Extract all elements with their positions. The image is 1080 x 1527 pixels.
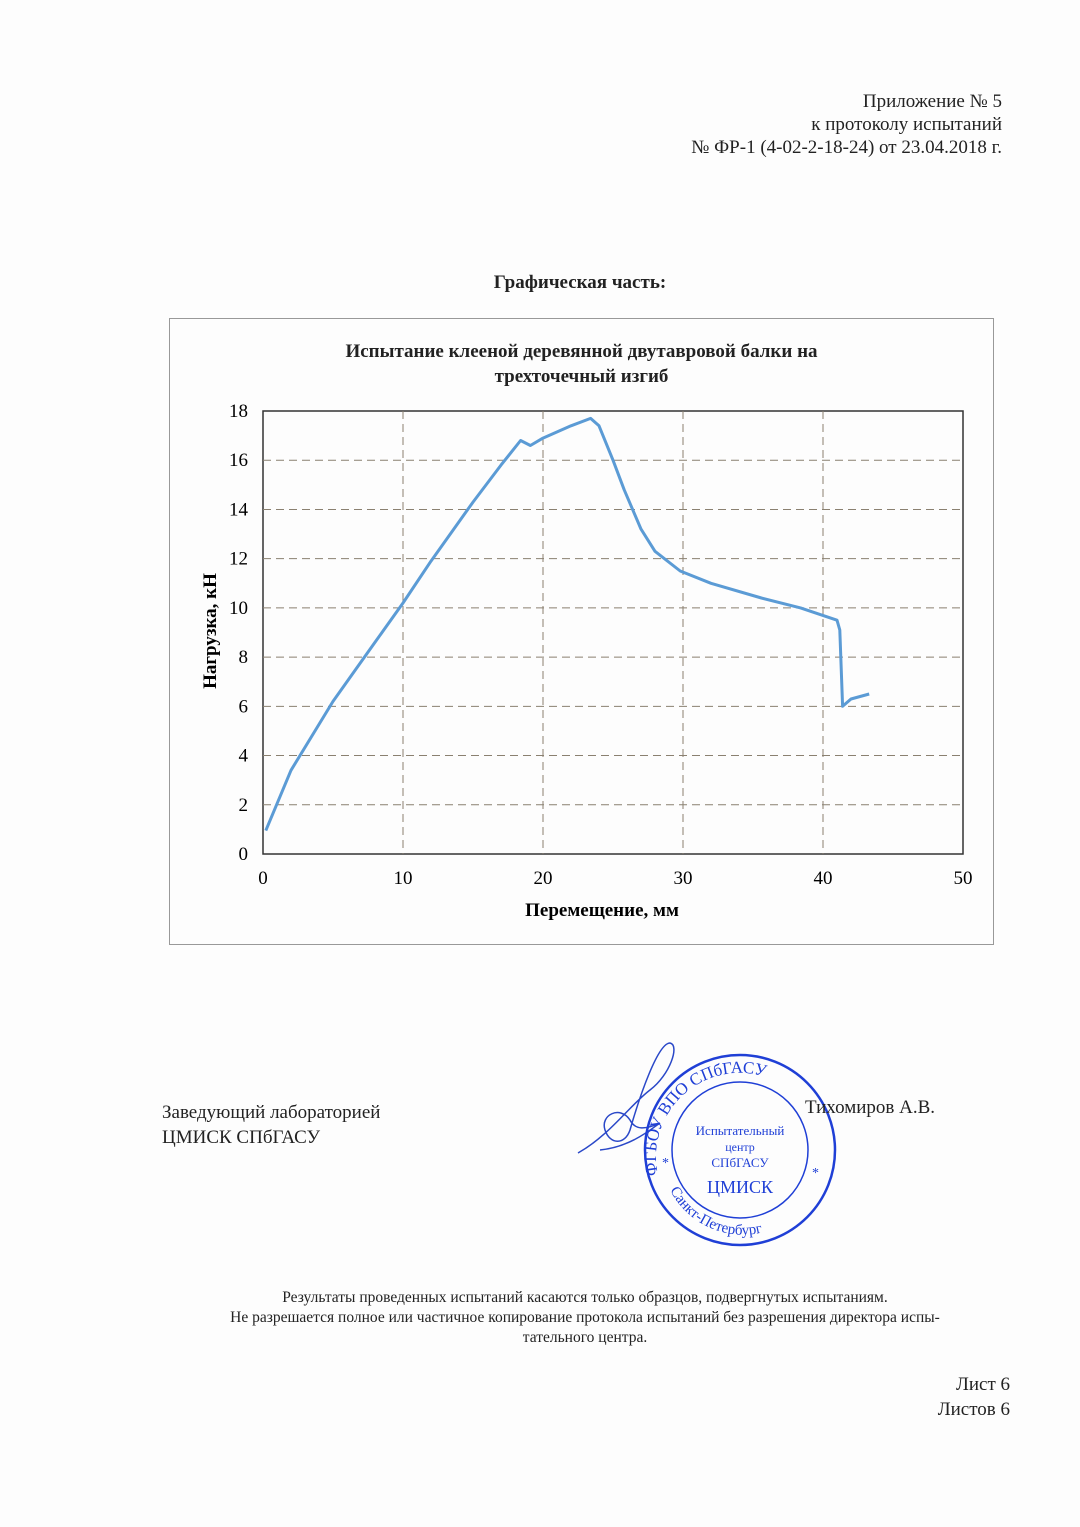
y-tick-label: 12 — [229, 549, 248, 570]
y-tick-label: 14 — [229, 499, 249, 520]
appendix-header: Приложение № 5 к протоколу испытаний № Ф… — [691, 90, 1002, 159]
chart-title-line2: трехточечный изгиб — [494, 366, 669, 387]
plot-area — [262, 410, 964, 855]
sheet-number: Лист 6 — [955, 1374, 1010, 1395]
stamp-star-icon: * — [812, 1166, 819, 1181]
signatory-position: Заведующий лабораторией ЦМИСК СПбГАСУ — [162, 1100, 380, 1150]
x-tick-label: 30 — [674, 868, 693, 889]
y-axis-label: Нагрузка, кН — [200, 573, 221, 689]
appendix-ref: к протоколу испытаний — [811, 114, 1002, 135]
disclaimer-line3: тательного центра. — [522, 1329, 648, 1346]
stamp-star-icon: * — [662, 1156, 669, 1171]
chart-frame: Испытание клееной деревянной двутавровой… — [169, 318, 994, 945]
y-tick-label: 16 — [229, 450, 248, 471]
x-axis-label: Перемещение, мм — [525, 900, 679, 921]
position-line2: ЦМИСК СПбГАСУ — [162, 1127, 321, 1148]
disclaimer-line1: Результаты проведенных испытаний касаютс… — [282, 1289, 888, 1306]
appendix-number: Приложение № 5 — [862, 91, 1002, 112]
section-title: Графическая часть: — [493, 272, 667, 293]
x-tick-label: 0 — [258, 868, 268, 889]
x-tick-label: 40 — [814, 868, 833, 889]
position-line1: Заведующий лабораторией — [162, 1102, 381, 1123]
x-tick-label: 20 — [534, 868, 553, 889]
x-tick-label: 50 — [954, 868, 973, 889]
y-tick-label: 18 — [229, 401, 248, 422]
stamp-inner4: ЦМИСК — [707, 1177, 774, 1197]
y-tick-label: 6 — [239, 696, 249, 717]
sheet-counter: Лист 6 Листов 6 — [938, 1372, 1010, 1422]
y-tick-label: 4 — [239, 746, 249, 767]
y-tick-label: 0 — [239, 844, 249, 865]
handwritten-signature — [577, 1042, 675, 1154]
footer-disclaimer: Результаты проведенных испытаний касаютс… — [0, 1288, 1080, 1348]
stamp-inner3: СПбГАСУ — [711, 1155, 769, 1170]
y-tick-label: 8 — [239, 647, 249, 668]
chart-title-line1: Испытание клееной деревянной двутавровой… — [345, 341, 818, 362]
signatory-name: Тихомиров А.В. — [805, 1097, 936, 1118]
official-stamp: ФГБОУ ВПО СПбГАСУ Санкт-Петербург Испыта… — [577, 1042, 837, 1247]
stamp-inner1: Испытательный — [696, 1123, 785, 1138]
chart-title: Испытание клееной деревянной двутавровой… — [170, 339, 993, 389]
protocol-number: № ФР-1 (4-02-2-18-24) от 23.04.2018 г. — [691, 137, 1002, 158]
load-displacement-chart: 0 2 4 6 8 10 12 14 16 18 0 10 20 30 40 50 Перемещение, … — [200, 401, 973, 921]
series-line — [264, 416, 870, 832]
x-tick-label: 10 — [394, 868, 413, 889]
disclaimer-line2: Не разрешается полное или частичное копи… — [230, 1309, 940, 1326]
y-tick-label: 2 — [239, 795, 249, 816]
y-tick-label: 10 — [229, 598, 248, 619]
sheet-total: Листов 6 — [937, 1399, 1010, 1420]
stamp-inner2: центр — [725, 1140, 755, 1154]
